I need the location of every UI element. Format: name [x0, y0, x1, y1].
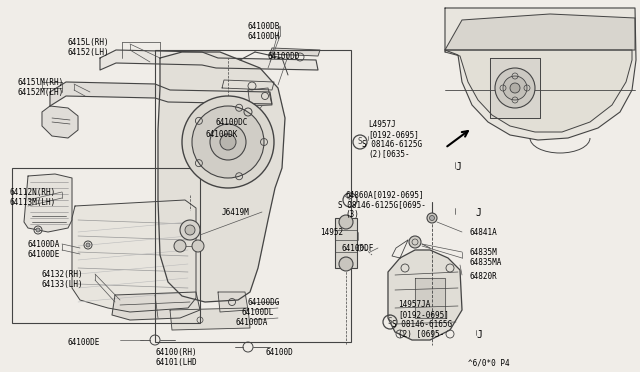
Text: [0192-0695]: [0192-0695] — [368, 130, 419, 139]
Text: (2)[0635-: (2)[0635- — [368, 150, 410, 159]
Text: (2) [0695-: (2) [0695- — [398, 330, 444, 339]
Text: 64100DD: 64100DD — [268, 52, 300, 61]
Text: 14952: 14952 — [320, 228, 343, 237]
Text: 64152(LH): 64152(LH) — [68, 48, 109, 57]
Circle shape — [339, 215, 353, 229]
Circle shape — [36, 228, 40, 232]
Polygon shape — [42, 106, 78, 138]
Text: 64112N(RH): 64112N(RH) — [10, 188, 56, 197]
Text: L4957J: L4957J — [368, 120, 396, 129]
Circle shape — [192, 240, 204, 252]
Text: 64101(LHD: 64101(LHD — [155, 358, 196, 367]
Polygon shape — [100, 50, 318, 70]
Text: 64100DB: 64100DB — [248, 22, 280, 31]
Polygon shape — [248, 88, 272, 106]
Text: J: J — [475, 208, 481, 218]
Text: 64100DK: 64100DK — [205, 130, 237, 139]
Polygon shape — [50, 82, 272, 106]
Text: 6415lM(RH): 6415lM(RH) — [18, 78, 64, 87]
Bar — [335, 218, 357, 268]
Circle shape — [503, 76, 527, 100]
Circle shape — [174, 240, 186, 252]
Text: 64100DF: 64100DF — [342, 244, 374, 253]
Text: 64100DE: 64100DE — [28, 250, 60, 259]
Circle shape — [495, 68, 535, 108]
Polygon shape — [415, 278, 445, 318]
Circle shape — [427, 213, 437, 223]
Text: 64100DH: 64100DH — [248, 32, 280, 41]
Polygon shape — [170, 308, 250, 330]
Text: 64835MA: 64835MA — [470, 258, 502, 267]
Circle shape — [409, 236, 421, 248]
Text: 64152M(LH): 64152M(LH) — [18, 88, 64, 97]
Text: 64841A: 64841A — [470, 228, 498, 237]
Circle shape — [185, 225, 195, 235]
Polygon shape — [24, 174, 72, 232]
Text: S: S — [348, 196, 352, 205]
Text: J: J — [455, 162, 461, 172]
Text: 64132(RH): 64132(RH) — [42, 270, 84, 279]
Polygon shape — [445, 14, 635, 50]
Text: [0192-0695]: [0192-0695] — [398, 310, 449, 319]
Polygon shape — [388, 250, 462, 340]
Circle shape — [220, 134, 236, 150]
Text: 14957JA: 14957JA — [398, 300, 430, 309]
Polygon shape — [270, 48, 320, 56]
Text: 64100DA: 64100DA — [28, 240, 60, 249]
Text: ^6/0*0 P4: ^6/0*0 P4 — [468, 358, 509, 367]
Text: 64100D: 64100D — [265, 348, 292, 357]
Circle shape — [192, 106, 264, 178]
Text: S: S — [388, 317, 392, 327]
Text: 64100DL: 64100DL — [242, 308, 275, 317]
Text: 64100(RH): 64100(RH) — [155, 348, 196, 357]
Text: S 08146-6165G: S 08146-6165G — [392, 320, 452, 329]
Polygon shape — [72, 200, 196, 312]
Circle shape — [210, 124, 246, 160]
Text: 64100DG: 64100DG — [248, 298, 280, 307]
Polygon shape — [490, 58, 540, 118]
Circle shape — [180, 220, 200, 240]
Polygon shape — [445, 50, 632, 132]
Text: 64820R: 64820R — [470, 272, 498, 281]
Text: J: J — [476, 330, 482, 340]
Text: 64100DA: 64100DA — [235, 318, 268, 327]
Polygon shape — [158, 52, 285, 302]
Circle shape — [429, 215, 435, 221]
Polygon shape — [222, 80, 274, 90]
Text: S 08146-6125G: S 08146-6125G — [362, 140, 422, 149]
Text: J6419M: J6419M — [222, 208, 250, 217]
Text: 64835M: 64835M — [470, 248, 498, 257]
Text: 64133(LH): 64133(LH) — [42, 280, 84, 289]
Circle shape — [182, 96, 274, 188]
Polygon shape — [218, 292, 248, 312]
Bar — [155, 50, 351, 342]
Text: 6415L(RH): 6415L(RH) — [68, 38, 109, 47]
Circle shape — [86, 243, 90, 247]
Text: 64860A[0192-0695]: 64860A[0192-0695] — [345, 190, 424, 199]
Circle shape — [339, 257, 353, 271]
Text: (3): (3) — [345, 210, 359, 219]
Text: 64100DC: 64100DC — [215, 118, 248, 127]
Text: S: S — [358, 138, 362, 147]
Circle shape — [510, 83, 520, 93]
Polygon shape — [112, 292, 200, 320]
Text: 64100DE: 64100DE — [68, 338, 100, 347]
Text: S 08146-6125G[0695-: S 08146-6125G[0695- — [338, 200, 426, 209]
Text: 64113M(LH): 64113M(LH) — [10, 198, 56, 207]
Bar — [12, 168, 200, 323]
Polygon shape — [445, 8, 636, 140]
